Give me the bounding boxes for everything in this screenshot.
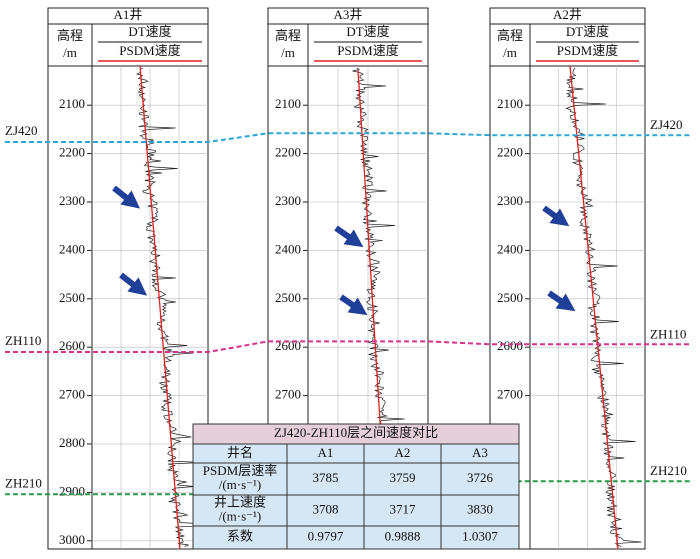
arrow <box>334 225 364 248</box>
dt-label: DT速度 <box>346 24 389 39</box>
arrow <box>339 294 368 316</box>
table-cell: 3717 <box>390 501 417 516</box>
horizon-label: ZJ420 <box>650 117 683 132</box>
depth-label: 高程 <box>275 28 301 43</box>
y-tick-label: 2600 <box>59 338 85 353</box>
table-cell: 1.0307 <box>462 528 498 543</box>
table-header: A1 <box>318 445 334 460</box>
horizon-label: ZJ420 <box>5 123 38 138</box>
table-cell: 3708 <box>313 501 339 516</box>
horizon-label: ZH210 <box>5 475 42 490</box>
table-cell: 0.9797 <box>308 528 344 543</box>
y-tick-label: 2900 <box>59 483 85 498</box>
horizon-label: ZH210 <box>650 463 687 478</box>
y-tick-label: 2500 <box>59 290 85 305</box>
depth-unit: /m <box>503 45 517 60</box>
row-label: 系数 <box>227 528 253 543</box>
psdm-label: PSDM速度 <box>337 43 398 58</box>
y-tick-label: 2700 <box>59 387 85 402</box>
y-tick-label: 3000 <box>59 532 85 547</box>
depth-label: 高程 <box>57 28 83 43</box>
y-tick-label: 2800 <box>59 435 85 450</box>
y-tick-label: 2700 <box>497 387 523 402</box>
y-tick-label: 2200 <box>59 145 85 160</box>
psdm-label: PSDM速度 <box>119 43 180 58</box>
table-cell: 3785 <box>313 470 339 485</box>
y-tick-label: 2300 <box>275 193 301 208</box>
row-label: /(m·s⁻¹) <box>219 477 262 492</box>
y-tick-label: 2500 <box>497 290 523 305</box>
depth-label: 高程 <box>497 28 523 43</box>
psdm-curve <box>139 65 181 550</box>
dt-label: DT速度 <box>566 24 609 39</box>
y-tick-label: 2400 <box>275 241 301 256</box>
table-bg <box>192 443 520 550</box>
arrow <box>112 185 141 209</box>
y-tick-label: 2400 <box>497 241 523 256</box>
y-tick-label: 2700 <box>275 387 301 402</box>
y-tick-label: 2400 <box>59 241 85 256</box>
horizon-label: ZH110 <box>650 326 686 341</box>
arrow <box>547 290 576 312</box>
dt-curve <box>136 67 207 547</box>
row-label: /(m·s⁻¹) <box>219 508 262 523</box>
horizon-label: ZH110 <box>5 333 41 348</box>
y-tick-label: 2100 <box>275 96 301 111</box>
depth-unit: /m <box>63 45 77 60</box>
psdm-label: PSDM速度 <box>557 43 618 58</box>
well-title: A1井 <box>114 7 143 22</box>
y-tick-label: 2200 <box>275 145 301 160</box>
dt-curve <box>565 67 642 547</box>
table-header: A2 <box>395 445 411 460</box>
arrows <box>112 185 576 316</box>
row-label: 井上速度 <box>214 494 266 509</box>
table-title: ZJ420-ZH110层之间速度对比 <box>274 425 438 440</box>
dt-label: DT速度 <box>128 24 171 39</box>
table-cell: 0.9888 <box>385 528 421 543</box>
y-tick-label: 2100 <box>59 96 85 111</box>
table-cell: 3759 <box>390 470 416 485</box>
table-header: 井名 <box>227 445 253 460</box>
well-title: A2井 <box>553 7 582 22</box>
y-tick-label: 2100 <box>497 96 523 111</box>
well-title: A3井 <box>334 7 363 22</box>
arrow <box>119 272 148 296</box>
table-cell: 3726 <box>467 470 494 485</box>
depth-unit: /m <box>281 45 295 60</box>
table-header: A3 <box>472 445 488 460</box>
y-tick-label: 2600 <box>497 338 523 353</box>
row-label: PSDM层速率 <box>203 463 277 478</box>
y-tick-label: 2300 <box>497 193 523 208</box>
arrow <box>542 205 570 227</box>
y-tick-label: 2200 <box>497 145 523 160</box>
psdm-curve <box>569 65 619 550</box>
y-tick-label: 2300 <box>59 193 85 208</box>
y-tick-label: 2500 <box>275 290 301 305</box>
table-cell: 3830 <box>467 501 493 516</box>
